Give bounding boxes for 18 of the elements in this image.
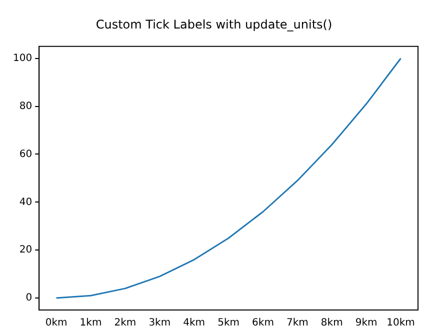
y-tick-label: 80 — [19, 100, 32, 112]
x-tick-label: 1km — [80, 318, 102, 329]
x-tick-label: 6km — [252, 318, 274, 329]
x-tick-label: 7km — [286, 318, 308, 329]
x-tick-label: 9km — [355, 318, 378, 329]
y-tick-label: 0 — [26, 292, 32, 304]
y-tick-label: 100 — [12, 52, 32, 64]
x-tick-label: 2km — [114, 318, 136, 329]
x-tick-label: 0km — [45, 318, 68, 329]
y-tick-label: 20 — [19, 244, 32, 256]
x-tick-label: 3km — [148, 318, 171, 329]
x-tick-label: 4km — [183, 318, 206, 329]
x-tick-label: 8km — [320, 318, 343, 329]
y-tick-label: 60 — [19, 148, 32, 160]
y-tick-label: 40 — [19, 196, 32, 208]
chart-title: Custom Tick Labels with update_units() — [96, 17, 332, 32]
x-tick-label: 5km — [218, 318, 240, 329]
x-tick-label: 10km — [386, 318, 415, 329]
